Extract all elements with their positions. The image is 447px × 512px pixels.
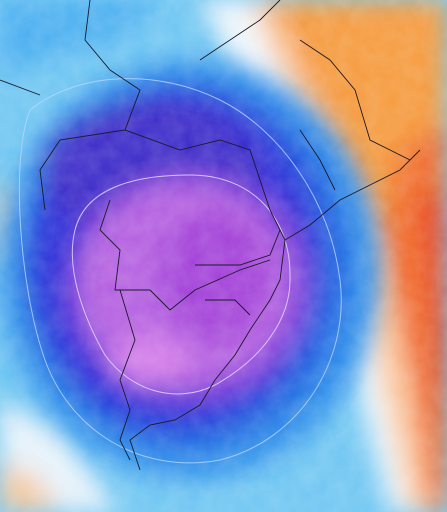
borders — [0, 0, 421, 471]
contours — [18, 78, 342, 464]
